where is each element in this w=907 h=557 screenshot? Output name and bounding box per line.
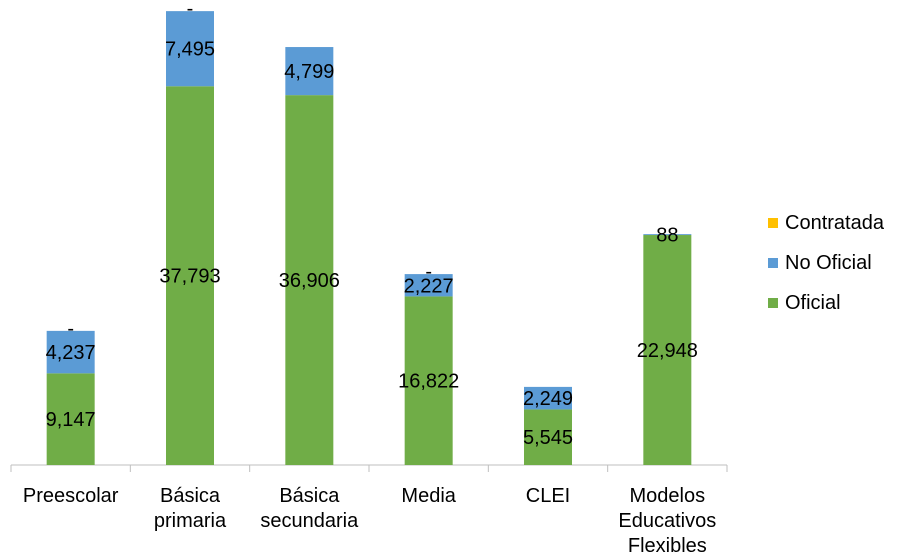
data-label-contratada: - xyxy=(425,261,432,283)
bar-oficial xyxy=(166,86,214,465)
data-label-no-oficial: 4,237 xyxy=(46,342,96,364)
x-tick-label: Básica xyxy=(160,485,221,507)
data-label-contratada: - xyxy=(67,318,74,340)
bar-oficial xyxy=(643,235,692,465)
data-label-oficial: 16,822 xyxy=(398,371,459,393)
legend-item-no-oficial: No Oficial xyxy=(768,243,884,283)
data-label-no-oficial: 7,495 xyxy=(165,39,215,61)
data-label-oficial: 36,906 xyxy=(279,270,340,292)
data-label-oficial: 22,948 xyxy=(637,340,698,362)
x-tick-label: Preescolar xyxy=(23,485,119,507)
bar-no-oficial xyxy=(46,330,95,374)
legend-label-oficial: Oficial xyxy=(785,291,841,314)
bar-oficial xyxy=(46,373,95,465)
x-tick-label: Modelos xyxy=(630,485,706,507)
bar-oficial xyxy=(285,95,334,465)
x-tick-label: secundaria xyxy=(260,510,359,532)
data-label-no-oficial: 2,227 xyxy=(404,275,454,297)
legend-label-contratada: Contratada xyxy=(785,211,884,234)
legend-swatch-oficial xyxy=(768,298,778,308)
legend-swatch-no-oficial xyxy=(768,258,778,268)
legend-swatch-contratada xyxy=(768,218,778,228)
legend-label-no-oficial: No Oficial xyxy=(785,251,872,274)
data-label-oficial: 9,147 xyxy=(46,409,96,431)
bar-no-oficial xyxy=(643,234,692,236)
data-label-no-oficial: 4,799 xyxy=(284,61,334,83)
data-label-no-oficial: 88 xyxy=(656,225,678,247)
legend-item-contratada: Contratada xyxy=(768,203,884,243)
x-tick-label: CLEI xyxy=(526,485,570,507)
legend-item-oficial: Oficial xyxy=(768,283,884,323)
bar-oficial xyxy=(404,296,453,465)
bar-no-oficial xyxy=(166,11,214,87)
bar-no-oficial xyxy=(524,386,572,410)
data-label-contratada: - xyxy=(187,0,194,20)
bar-oficial xyxy=(524,409,572,465)
x-tick-label: Educativos xyxy=(618,510,716,532)
bar-no-oficial xyxy=(285,47,334,96)
data-label-no-oficial: 2,249 xyxy=(523,388,573,410)
x-tick-label: primaria xyxy=(154,510,227,532)
legend: Contratada No Oficial Oficial xyxy=(768,203,884,323)
x-tick-label: Media xyxy=(401,485,456,507)
bar-no-oficial xyxy=(404,274,453,297)
data-label-oficial: 37,793 xyxy=(159,266,220,288)
x-tick-label: Básica xyxy=(279,485,340,507)
x-tick-label: Flexibles xyxy=(628,535,707,557)
data-label-oficial: 5,545 xyxy=(523,427,573,449)
